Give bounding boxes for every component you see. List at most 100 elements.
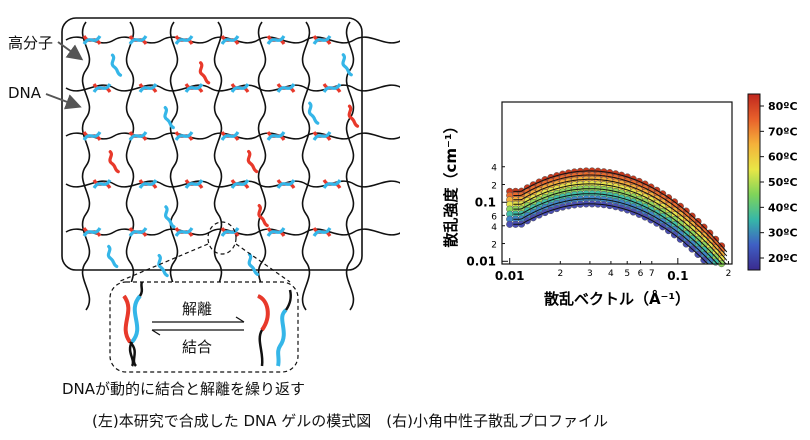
free-dna-strand [110,53,123,77]
free-dna-strand [246,149,259,174]
dna-duplex [266,35,286,45]
y-tick-label: 0.1 [475,195,496,209]
dna-duplex [138,179,158,189]
x-tick-label: 0.01 [495,269,525,283]
polymer-label: 高分子 [8,34,54,52]
dna-duplex [276,179,296,189]
dna-duplex [266,227,286,237]
dna-duplex [82,35,102,45]
colorbar-label: 20ºC [768,252,798,265]
dna-duplex [220,35,240,45]
x-tick-label: 0.1 [667,269,688,283]
dna-duplex [276,83,296,93]
free-dna-strand [247,252,260,276]
polymer-chain [301,21,311,311]
x-tick-label: 7 [649,269,655,279]
fit-line [513,193,727,265]
dna-duplex [128,131,148,141]
free-dna-strand [157,253,169,278]
free-dna-strand [164,205,176,229]
zoom-circle [207,221,237,255]
free-dna-strand [347,104,360,128]
y-axis-label: 散乱強度（cm⁻¹） [442,118,460,247]
x-axis-label: 散乱ベクトル（Å⁻¹） [544,289,690,308]
x-tick-label: 6 [638,269,644,279]
dna-duplex [138,83,158,93]
polymer-chain [81,21,91,311]
fit-line [513,183,728,265]
fit-line [513,188,727,265]
x-tick-label: 2 [726,269,732,279]
fit-line [513,170,728,253]
x-tick-label: 2 [557,269,563,279]
y-tick-label: 2 [491,241,497,251]
x-tick-label: 3 [587,269,593,279]
inset-bound-dna [122,281,144,367]
dna-duplex [92,83,112,93]
dna-duplex [92,179,112,189]
free-dna-strand [106,244,119,269]
y-tick-label: 2 [491,182,497,192]
colorbar-label: 30ºC [768,227,798,240]
free-dna-strand [307,101,320,125]
zoom-box [109,281,299,373]
fit-line [513,178,728,261]
dna-duplex [174,35,194,45]
colorbar-label: 80ºC [768,100,798,113]
dna-gel-schematic [45,17,400,373]
dna-duplex [82,131,102,141]
association-label: 結合 [182,338,213,356]
free-dna-strand [163,106,175,130]
dna-strands [82,35,360,278]
y-tick-label: 0.01 [466,254,496,268]
fit-line [513,174,728,257]
dna-duplex [82,227,102,237]
dna-duplex [322,179,342,189]
colorbar-label: 60ºC [768,151,798,164]
figure-caption: (左)本研究で合成した DNA ゲルの模式図 (右)小角中性子散乱プロファイル [92,412,608,430]
polymer-chain [125,21,135,311]
gel-frame [61,17,363,271]
dna-duplex [230,179,250,189]
x-tick-label: 5 [624,269,630,279]
dna-duplex [322,83,342,93]
temperature-colorbar [747,93,761,271]
polymer-chain [345,21,355,311]
dna-label: DNA [8,84,42,102]
x-tick-label: 4 [608,269,614,279]
dna-duplex [230,83,250,93]
dna-duplex [220,227,240,237]
y-tick-label: 4 [491,223,497,233]
dna-duplex [174,227,194,237]
colorbar-label: 40ºC [768,201,798,214]
dna-duplex [312,131,332,141]
zoom-guide-left [117,243,209,283]
dna-duplex [312,227,332,237]
polymer-chain [213,21,223,311]
polymer-chain [169,21,179,311]
dna-pointer [45,93,82,110]
dna-duplex [128,227,148,237]
free-dna-strand [108,150,120,174]
y-tick-label: 4 [491,164,497,174]
colorbar-labels: 80ºC 70ºC 60ºC 50ºC 40ºC 30ºC 20ºC [760,100,798,265]
dna-duplex [266,131,286,141]
colorbar-label: 70ºC [768,125,798,138]
fit-line [513,203,727,265]
free-dna-strand [341,53,353,77]
fit-line [513,198,727,265]
dna-duplex [174,131,194,141]
mechanism-description: DNAが動的に結合と解離を繰り返す [62,380,306,398]
inset-dissociated-dna [257,289,293,367]
free-dna-strand [198,61,211,85]
dna-duplex [220,131,240,141]
dna-duplex [184,179,204,189]
colorbar-label: 50ºC [768,176,798,189]
dna-duplex [184,83,204,93]
dissociation-label: 解離 [182,300,213,318]
fit-lines [513,170,728,265]
dna-duplex [128,35,148,45]
polymer-pointer [57,41,84,61]
